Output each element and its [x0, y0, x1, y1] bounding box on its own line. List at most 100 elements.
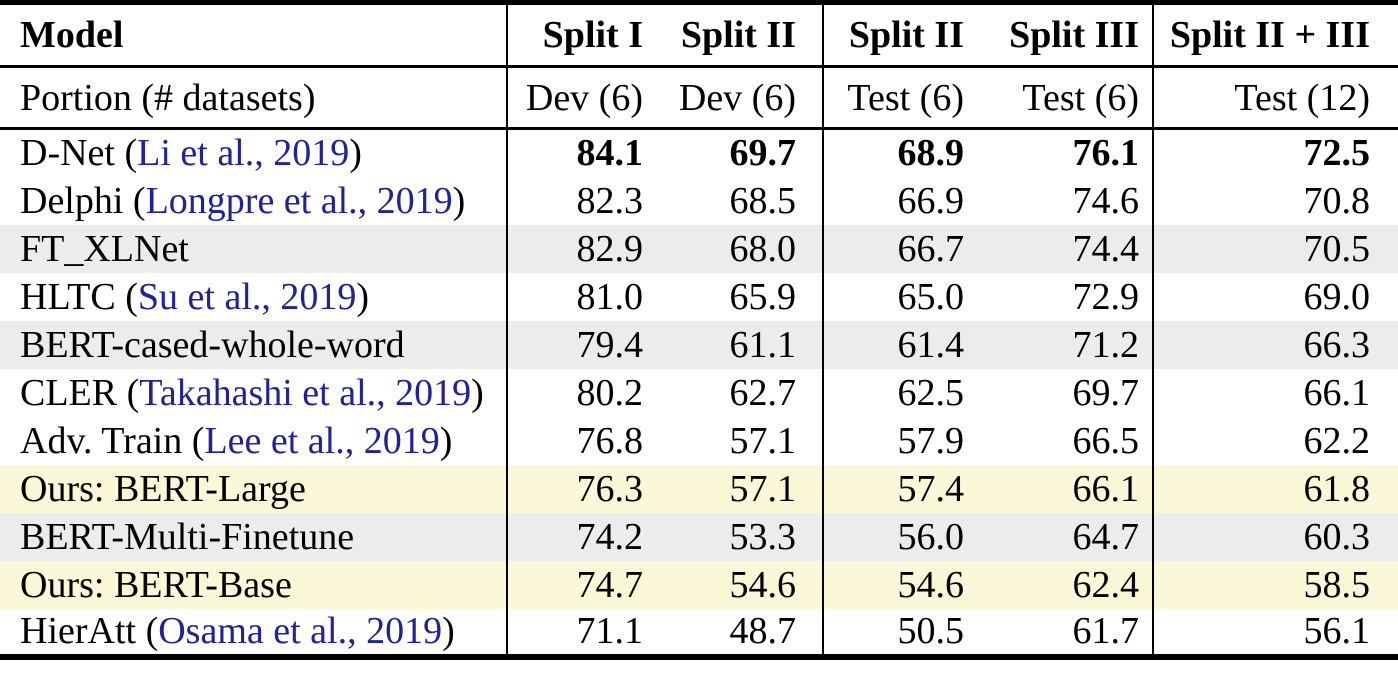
table-row: HLTC (Su et al., 2019) 81.0 65.9 65.0 72.9 69… — [0, 272, 1398, 321]
score-cell: 65.9 — [665, 272, 824, 321]
score-cell: 74.7 — [576, 563, 644, 606]
score-cell: 54.6 — [665, 560, 824, 609]
citation-link[interactable]: Osama et al., 2019 — [158, 610, 443, 652]
score-cell: 54.6 — [897, 563, 965, 606]
score-cell: 48.7 — [665, 608, 824, 657]
model-cell: CLER (Takahashi et al., 2019) — [0, 368, 508, 417]
model-cell: D-Net (Li et al., 2019) — [0, 128, 508, 177]
score-cell: 71.2 — [988, 320, 1154, 369]
score-cell: 62.5 — [897, 371, 965, 414]
citation-link[interactable]: Takahashi et al., 2019 — [139, 371, 472, 414]
score-cell: 66.3 — [1303, 323, 1371, 366]
model-cell: BERT-cased-whole-word — [0, 320, 508, 369]
score-cell: 69.7 — [665, 128, 824, 177]
score-cell: 74.2 — [576, 515, 644, 558]
model-cell: FT_XLNet — [0, 224, 508, 273]
score-cell: 66.1 — [1303, 371, 1371, 414]
header-row-portions: Portion (# datasets) Dev (6) Dev (6) Tes… — [0, 66, 1398, 130]
score-cell: 82.3 — [576, 179, 644, 222]
score-cell: 68.5 — [665, 176, 824, 225]
score-cell: 84.1 — [576, 132, 644, 175]
table-row: Adv. Train (Lee et al., 2019) 76.8 57.1 57.… — [0, 416, 1398, 465]
model-cell: Ours: BERT-Base — [0, 560, 508, 609]
score-cell: 58.5 — [1303, 563, 1371, 606]
score-cell: 61.4 — [897, 323, 965, 366]
header-portion: Portion (# datasets) — [0, 66, 508, 130]
header-split-3: Split III — [988, 2, 1154, 68]
score-cell: 61.1 — [665, 320, 824, 369]
score-cell: 76.1 — [988, 128, 1154, 177]
header-model: Model — [0, 2, 508, 68]
table-row: CLER (Takahashi et al., 2019) 80.2 62.7 62.… — [0, 368, 1398, 417]
portion-test-12: Test (12) — [1153, 66, 1398, 130]
score-cell: 57.4 — [897, 467, 965, 510]
score-cell: 66.5 — [988, 416, 1154, 465]
header-split-2-plus-3: Split II + III — [1153, 2, 1398, 68]
citation-link[interactable]: Su et al., 2019 — [137, 275, 357, 318]
score-cell: 66.1 — [988, 464, 1154, 513]
score-cell: 69.0 — [1303, 275, 1371, 318]
score-cell: 57.1 — [665, 464, 824, 513]
score-cell: 70.8 — [1303, 179, 1371, 222]
score-cell: 71.1 — [576, 610, 644, 652]
table-row: BERT-Multi-Finetune 74.2 53.3 56.0 64.7 60.3 — [0, 512, 1398, 561]
model-cell: Adv. Train (Lee et al., 2019) — [0, 416, 508, 465]
score-cell: 62.2 — [1303, 419, 1371, 462]
score-cell: 65.0 — [897, 275, 965, 318]
model-cell: BERT-Multi-Finetune — [0, 512, 508, 561]
portion-test-1: Test (6) — [823, 66, 988, 130]
model-cell: Ours: BERT-Large — [0, 464, 508, 513]
results-table: Model Split I Split II Split II Split II… — [0, 0, 1398, 660]
score-cell: 76.8 — [576, 419, 644, 462]
model-cell: HLTC (Su et al., 2019) — [0, 272, 508, 321]
score-cell: 70.5 — [1303, 227, 1371, 270]
score-cell: 57.9 — [897, 419, 965, 462]
table-row: Delphi (Longpre et al., 2019) 82.3 68.5 66.… — [0, 176, 1398, 225]
header-split-1: Split I — [507, 2, 665, 68]
table-body: D-Net (Li et al., 2019) 84.1 69.7 68.9 76.1 7… — [0, 128, 1398, 657]
score-cell: 74.6 — [988, 176, 1154, 225]
score-cell: 68.0 — [665, 224, 824, 273]
score-cell: 53.3 — [665, 512, 824, 561]
score-cell: 79.4 — [576, 323, 644, 366]
table-row: HierAtt (Osama et al., 2019) 71.1 48.7 50.5… — [0, 608, 1398, 657]
table-row: BERT-cased-whole-word 79.4 61.1 61.4 71.2 66.… — [0, 320, 1398, 369]
score-cell: 82.9 — [576, 227, 644, 270]
header-row-splits: Model Split I Split II Split II Split II… — [0, 2, 1398, 68]
score-cell: 66.7 — [897, 227, 965, 270]
citation-link[interactable]: Li et al., 2019 — [137, 132, 350, 175]
score-cell: 66.9 — [897, 179, 965, 222]
score-cell: 61.7 — [988, 608, 1154, 657]
score-cell: 61.8 — [1303, 467, 1371, 510]
score-cell: 68.9 — [897, 132, 965, 175]
score-cell: 50.5 — [897, 610, 965, 652]
score-cell: 81.0 — [576, 275, 644, 318]
score-cell: 60.3 — [1303, 515, 1371, 558]
score-cell: 56.0 — [897, 515, 965, 558]
header-split-2-dev: Split II — [665, 2, 824, 68]
score-cell: 62.4 — [988, 560, 1154, 609]
citation-link[interactable]: Longpre et al., 2019 — [145, 179, 453, 222]
score-cell: 72.5 — [1303, 132, 1371, 175]
portion-test-2: Test (6) — [988, 66, 1154, 130]
table-row: D-Net (Li et al., 2019) 84.1 69.7 68.9 76.1 7… — [0, 128, 1398, 177]
score-cell: 76.3 — [576, 467, 644, 510]
score-cell: 74.4 — [988, 224, 1154, 273]
model-cell: Delphi (Longpre et al., 2019) — [0, 176, 508, 225]
citation-link[interactable]: Lee et al., 2019 — [204, 419, 440, 462]
score-cell: 64.7 — [988, 512, 1154, 561]
portion-dev-2: Dev (6) — [665, 66, 824, 130]
table-row: FT_XLNet 82.9 68.0 66.7 74.4 70.5 — [0, 224, 1398, 273]
table-row: Ours: BERT-Base 74.7 54.6 54.6 62.4 58.5 — [0, 560, 1398, 609]
score-cell: 72.9 — [988, 272, 1154, 321]
score-cell: 69.7 — [988, 368, 1154, 417]
score-cell: 80.2 — [576, 371, 644, 414]
score-cell: 56.1 — [1303, 610, 1371, 652]
table-row: Ours: BERT-Large 76.3 57.1 57.4 66.1 61.8 — [0, 464, 1398, 513]
header-split-2-test: Split II — [823, 2, 988, 68]
score-cell: 62.7 — [665, 368, 824, 417]
model-cell: HierAtt (Osama et al., 2019) — [0, 608, 508, 657]
portion-dev-1: Dev (6) — [507, 66, 665, 130]
score-cell: 57.1 — [665, 416, 824, 465]
